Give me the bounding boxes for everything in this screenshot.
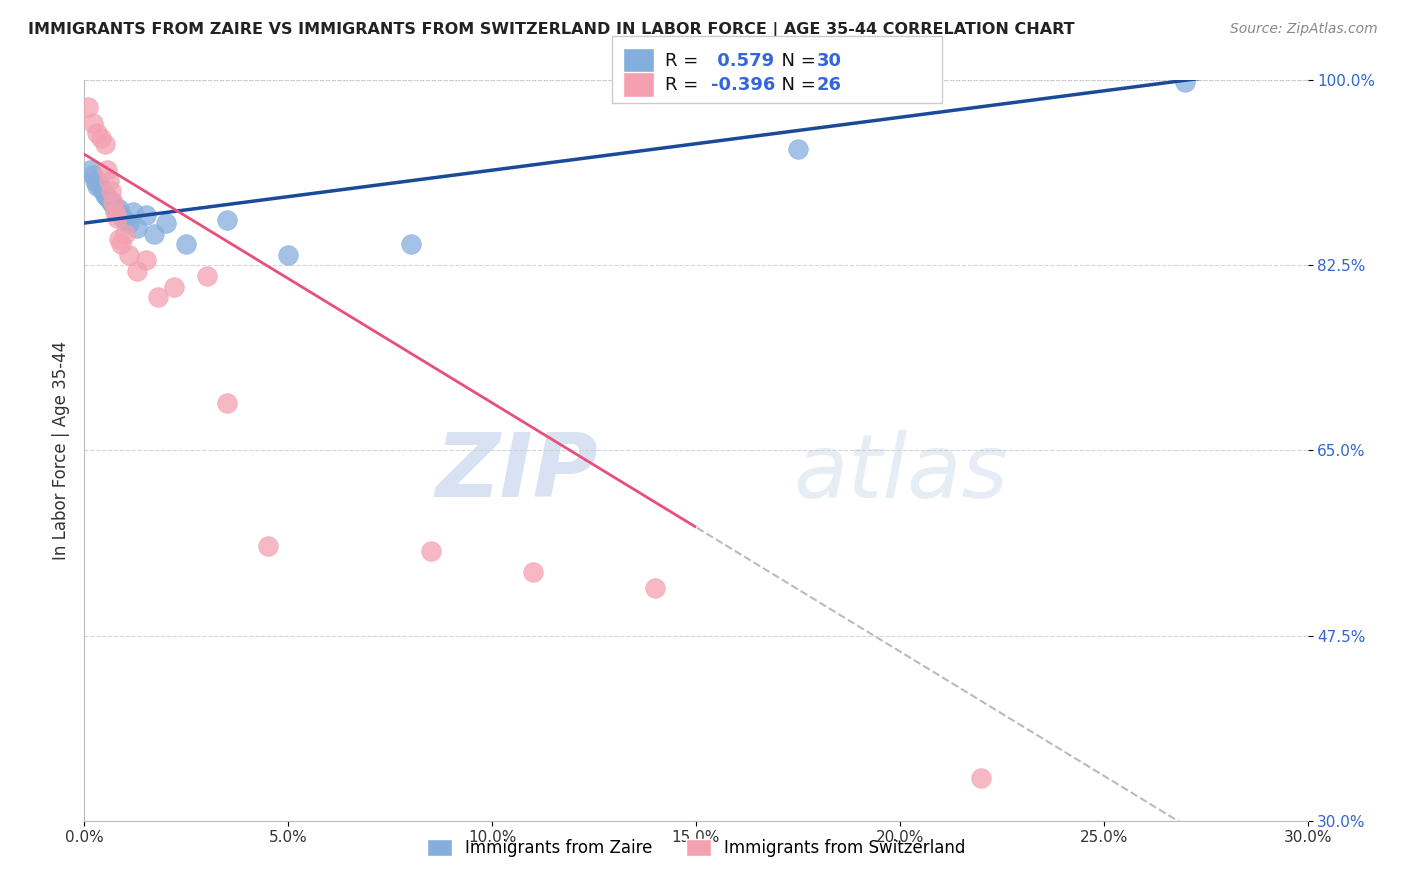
Text: 0.579: 0.579 — [711, 52, 775, 70]
Text: 26: 26 — [817, 76, 842, 94]
Point — [127, 221, 149, 235]
Point — [644, 581, 666, 595]
Point — [522, 565, 544, 579]
Point — [970, 772, 993, 786]
Text: 30: 30 — [817, 52, 842, 70]
Point — [96, 189, 118, 203]
Point — [118, 216, 141, 230]
Point — [174, 237, 197, 252]
Point — [163, 279, 186, 293]
Point — [217, 396, 239, 410]
Point — [420, 544, 443, 558]
Point — [87, 177, 110, 191]
Point — [105, 211, 128, 225]
Point — [195, 268, 218, 283]
Point — [104, 205, 127, 219]
Text: R =: R = — [665, 52, 704, 70]
Point — [146, 290, 169, 304]
Legend: Immigrants from Zaire, Immigrants from Switzerland: Immigrants from Zaire, Immigrants from S… — [420, 832, 972, 864]
Point — [93, 187, 115, 202]
Point — [82, 115, 104, 129]
Point — [142, 227, 165, 241]
Point — [257, 539, 280, 553]
Point — [110, 237, 132, 252]
Y-axis label: In Labor Force | Age 35-44: In Labor Force | Age 35-44 — [52, 341, 70, 560]
Point — [114, 227, 136, 241]
Point — [96, 163, 118, 178]
Point — [127, 263, 149, 277]
Point — [118, 248, 141, 262]
Point — [135, 208, 157, 222]
Point — [787, 142, 810, 156]
Point — [97, 174, 120, 188]
Point — [90, 131, 112, 145]
Text: atlas: atlas — [794, 430, 1008, 516]
Point — [108, 202, 131, 217]
Point — [101, 198, 124, 212]
Text: -0.396: -0.396 — [711, 76, 776, 94]
Text: Source: ZipAtlas.com: Source: ZipAtlas.com — [1230, 22, 1378, 37]
Point — [90, 181, 112, 195]
Text: R =: R = — [665, 76, 704, 94]
Point — [82, 169, 104, 183]
Point — [110, 209, 132, 223]
Point — [100, 194, 122, 209]
Text: N =: N = — [770, 76, 823, 94]
Point — [399, 237, 422, 252]
Point — [91, 185, 114, 199]
Point — [100, 185, 122, 199]
Point — [86, 179, 108, 194]
Point — [79, 163, 101, 178]
Point — [77, 100, 100, 114]
Point — [122, 205, 145, 219]
Point — [155, 216, 177, 230]
Text: IMMIGRANTS FROM ZAIRE VS IMMIGRANTS FROM SWITZERLAND IN LABOR FORCE | AGE 35-44 : IMMIGRANTS FROM ZAIRE VS IMMIGRANTS FROM… — [28, 22, 1074, 38]
Point — [112, 211, 135, 225]
Text: ZIP: ZIP — [436, 429, 598, 516]
Point — [114, 213, 136, 227]
Point — [86, 126, 108, 140]
Point — [217, 213, 239, 227]
Point — [105, 205, 128, 219]
Point — [108, 232, 131, 246]
Point — [101, 194, 124, 209]
Point — [93, 136, 115, 151]
Point — [135, 253, 157, 268]
Text: N =: N = — [770, 52, 823, 70]
Point — [1174, 75, 1197, 89]
Point — [83, 174, 105, 188]
Point — [277, 248, 299, 262]
Point — [97, 192, 120, 206]
Point — [104, 200, 127, 214]
